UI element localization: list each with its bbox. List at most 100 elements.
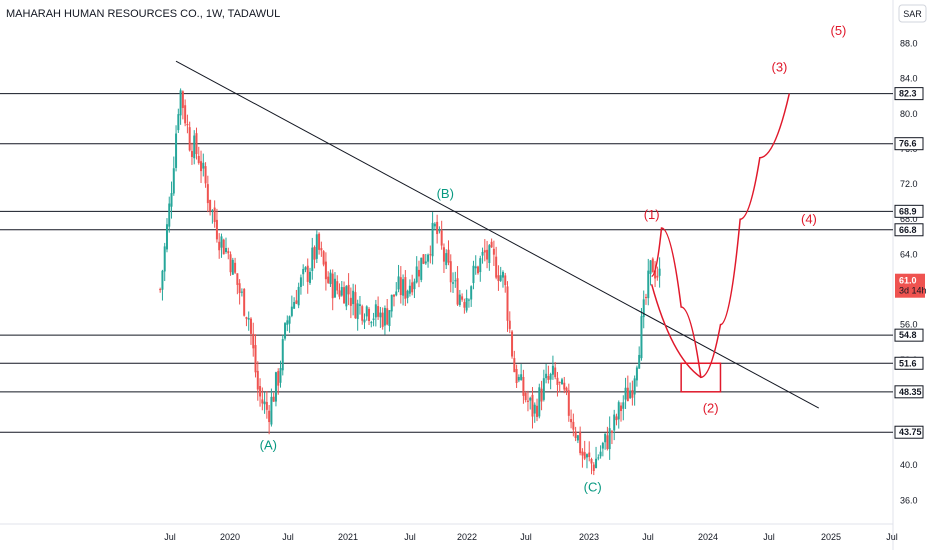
candle-body [585,454,588,458]
candle-body [481,251,484,256]
candle-body [188,127,191,151]
price-tick-label: 56.0 [900,320,918,330]
candle-body [472,265,475,284]
candle-body [347,284,350,295]
candle-body [299,277,302,287]
candle-body [329,272,332,285]
candle-body [540,388,543,402]
candle-body [522,376,525,396]
candle-body [613,414,616,431]
candle-body [265,401,268,410]
price-tick-label: 64.0 [900,249,918,259]
candle-body [590,458,593,464]
candle-body [452,282,455,284]
candle-body [517,377,520,381]
candle-body [245,317,248,319]
currency-button[interactable]: SAR [898,4,927,23]
candle-body [635,367,638,381]
candle-body [572,421,575,430]
candle-body [458,294,461,305]
candle-body [190,151,193,157]
candle-body [486,249,489,260]
level-price-tag [894,385,924,399]
candle-body [624,387,627,400]
candle-body [490,241,493,248]
time-axis[interactable]: Jul 2020 Jul 2021 Jul 2022 Jul 2023 Jul 2024 Jul 20… [164,532,898,542]
target-box[interactable] [680,362,722,393]
candle-body [181,91,184,108]
candle-body [629,390,632,399]
candle-body [529,397,532,401]
price-tick-label: 72.0 [900,179,918,189]
candle-body [427,254,430,262]
candle-body [377,306,380,317]
candle-body [488,245,491,263]
candle-body [268,410,271,423]
projection-path-alt[interactable] [650,284,702,378]
level-price-tag [894,328,924,342]
candle-body [620,405,623,412]
candle-body [606,435,609,450]
candle-body [252,333,255,349]
candle-body [622,402,625,409]
candle-body [238,283,241,294]
time-tick-label: 2025 [821,532,841,542]
candle-body [501,271,504,278]
candle-body [483,250,486,253]
candle-body [495,256,498,278]
candle-body [193,135,196,159]
candle-body [640,316,643,359]
candle-body [302,268,305,275]
candle-body [438,229,441,232]
candle-body [658,268,661,276]
candle-body [461,296,464,300]
candle-body [363,319,366,323]
candle-body [261,399,264,404]
candle-body [551,365,554,375]
candle-body [256,370,259,390]
candle-body [413,281,416,290]
price-axis[interactable]: 88.084.080.076.072.068.064.060.056.052.0… [894,39,927,506]
candle-body [515,369,518,384]
candle-body [583,452,586,459]
candle-body [554,367,557,378]
candle-body [213,207,216,222]
candle-body [592,464,595,471]
candle-body [340,287,343,296]
candle-body [463,302,466,308]
candle-body [313,247,316,260]
trendline[interactable] [175,60,820,409]
candle-body [597,457,600,459]
candle-body [295,300,298,304]
wave-label: (A) [260,437,277,452]
projection-path[interactable] [651,93,791,379]
candle-body [429,254,432,256]
candle-body [513,358,516,373]
level-price-label: 76.6 [899,139,917,149]
candle-body [492,248,495,255]
candle-body [647,270,650,299]
candle-body [574,431,577,438]
level-price-tag [894,223,924,237]
candle-body [644,296,647,298]
candle-body [349,297,352,306]
candle-body [633,378,636,395]
candle-body [449,261,452,283]
candle-body [179,90,182,116]
level-price-tag [894,425,924,439]
candle-body [608,428,611,450]
time-tick-label: Jul [520,532,532,542]
candle-body [456,278,459,305]
level-price-label: 54.8 [899,330,917,340]
candle-body [215,219,218,240]
candle-body [274,372,277,402]
candle-body [404,277,407,299]
candle-body [331,273,334,299]
candle-body [225,248,228,252]
level-price-label: 66.8 [899,225,917,235]
candle-body [520,374,523,380]
candle-body [558,381,561,383]
candle-body [399,277,402,296]
candle-body [499,275,502,281]
